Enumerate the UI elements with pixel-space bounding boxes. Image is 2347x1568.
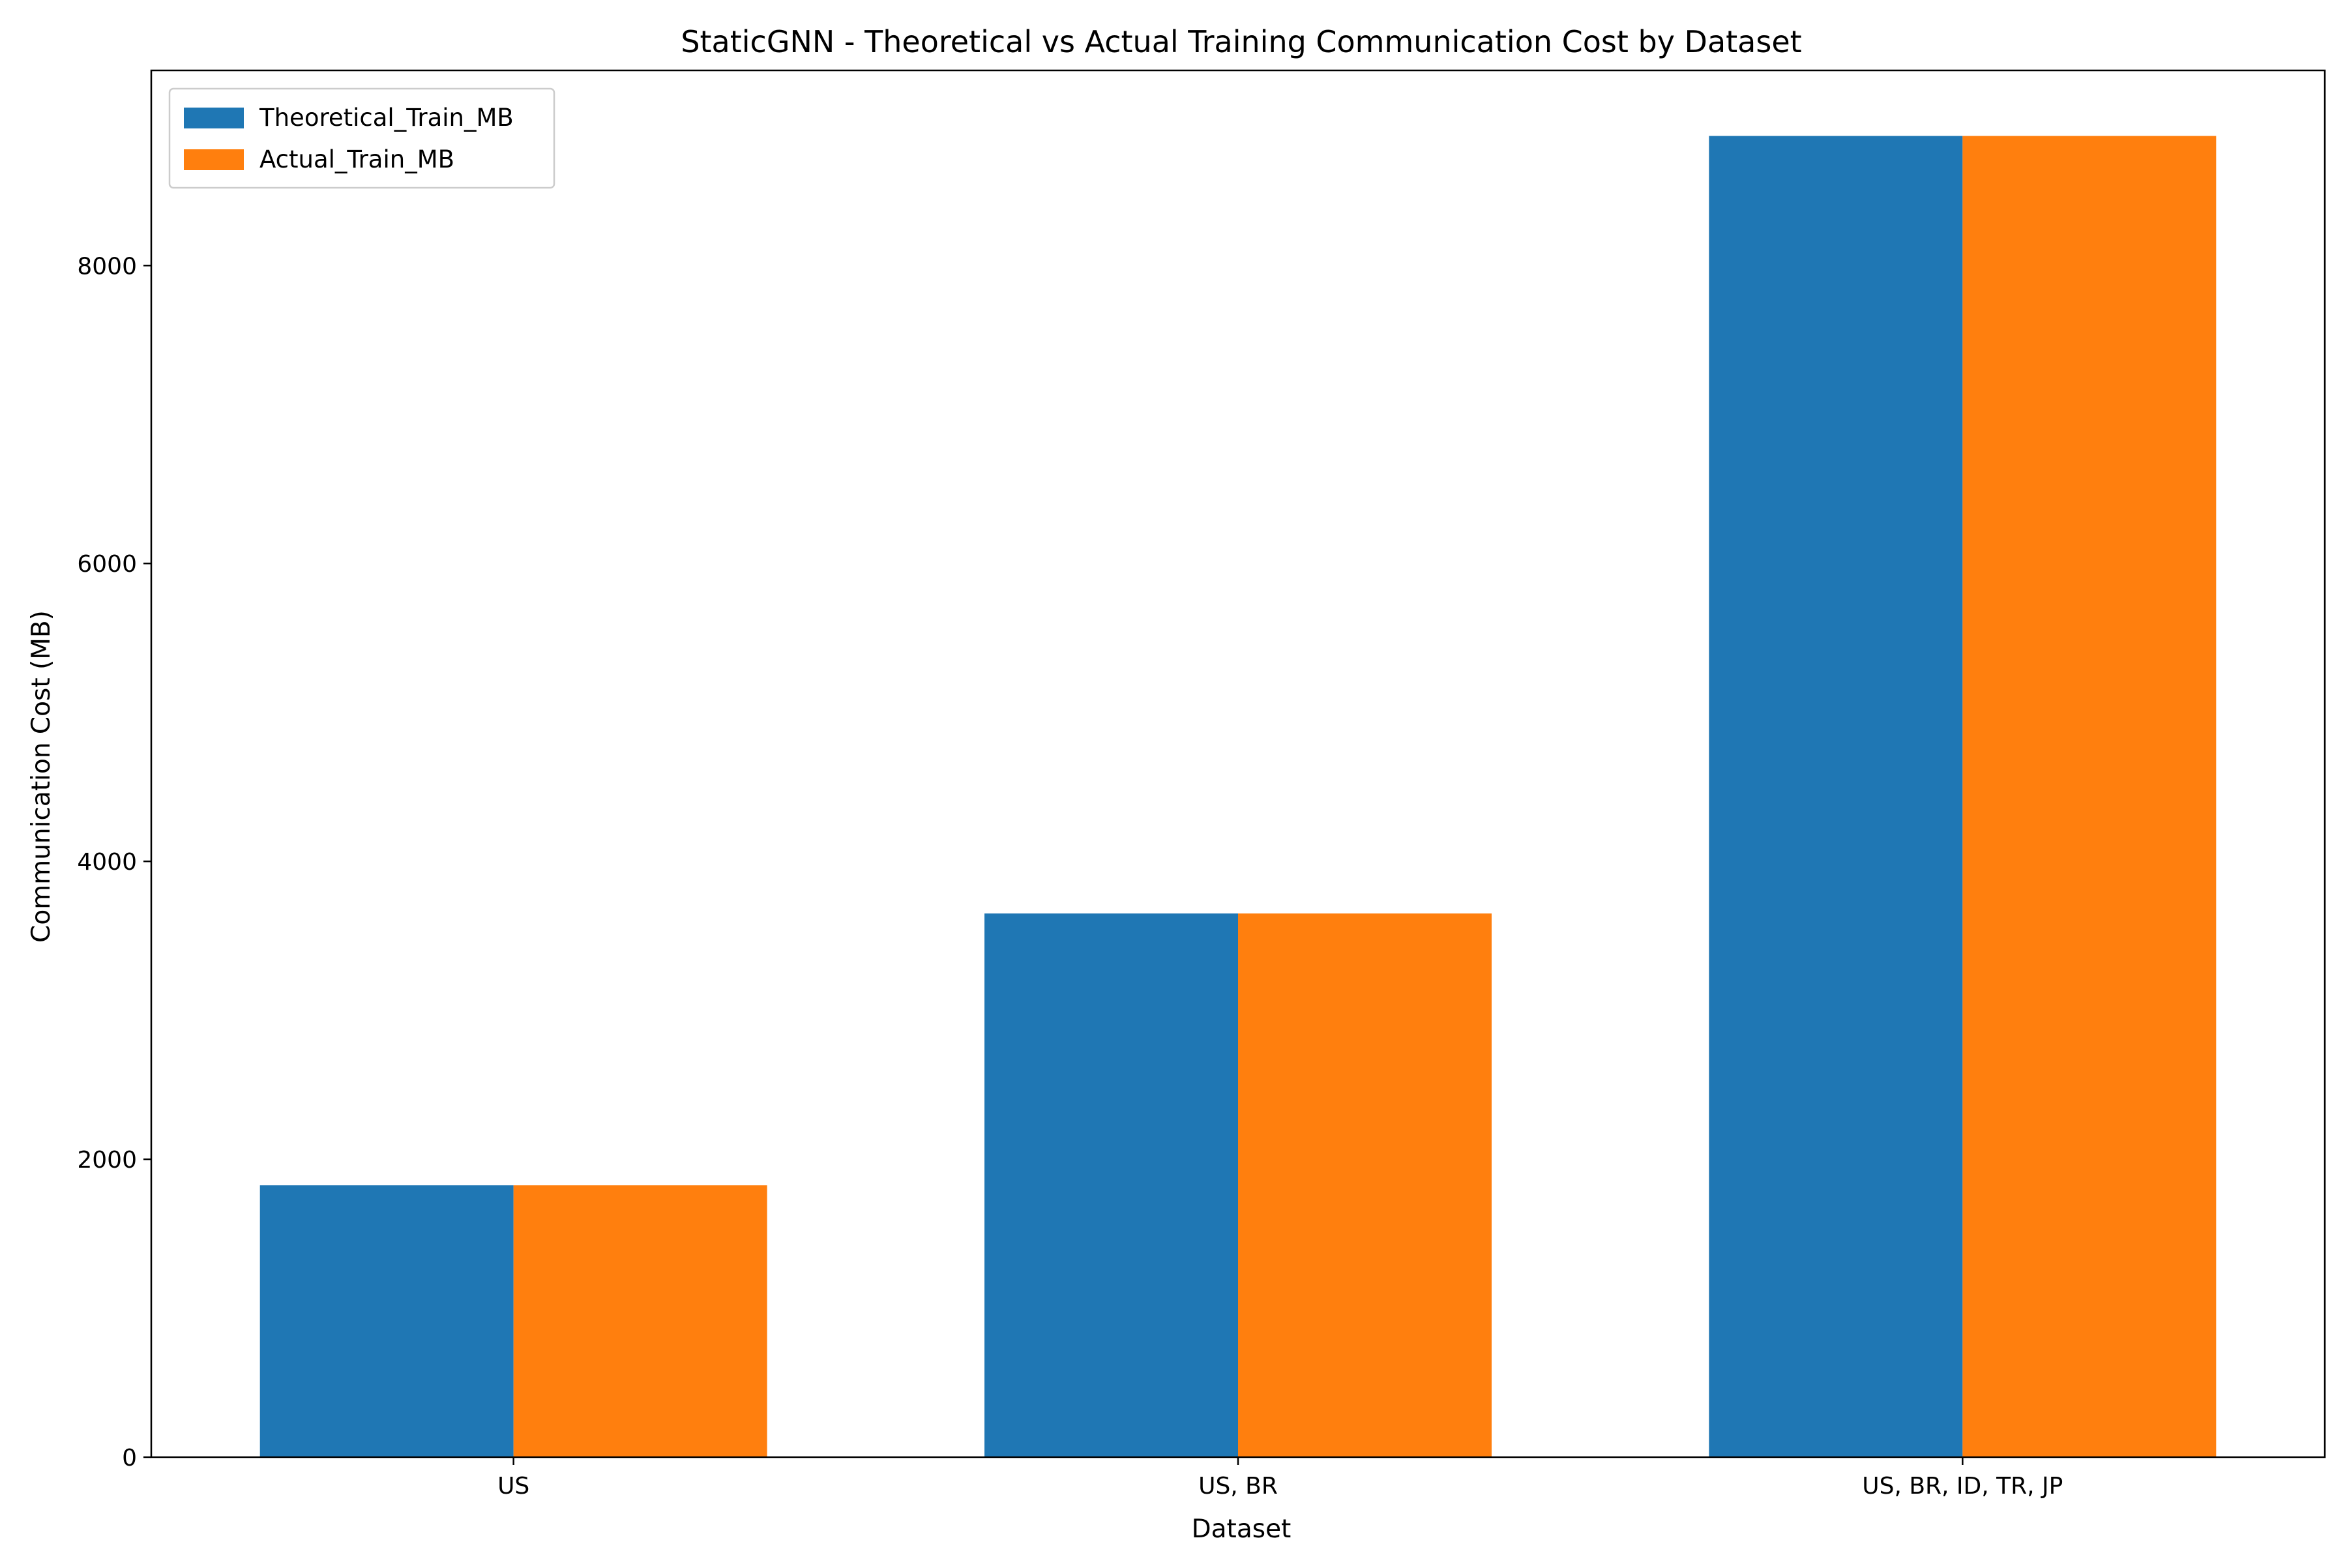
y-tick-label: 8000 (77, 253, 137, 280)
y-tick-label: 4000 (77, 849, 137, 876)
bar-theoretical-train-mb-2 (1709, 136, 1963, 1457)
legend-box (168, 87, 555, 189)
y-tick-label: 2000 (77, 1147, 137, 1174)
y-tick-label: 6000 (77, 551, 137, 578)
legend-label: Actual_Train_MB (259, 145, 454, 173)
x-tick-label: US, BR (1198, 1473, 1278, 1500)
legend-swatch (184, 149, 244, 170)
chart-title: StaticGNN - Theoretical vs Actual Traini… (681, 24, 1801, 59)
y-tick-label: 0 (122, 1445, 137, 1472)
x-axis-label: Dataset (1192, 1515, 1292, 1544)
legend-swatch (184, 108, 244, 128)
bar-actual-train-mb-0 (513, 1185, 767, 1457)
bar-actual-train-mb-2 (1962, 136, 2217, 1457)
x-tick-label: US, BR, ID, TR, JP (1862, 1473, 2063, 1500)
bar-theoretical-train-mb-1 (984, 913, 1238, 1457)
legend: Theoretical_Train_MB Actual_Train_MB (168, 87, 555, 189)
legend-label: Theoretical_Train_MB (259, 104, 514, 132)
bars-layer (259, 136, 2217, 1457)
bar-theoretical-train-mb-0 (259, 1185, 514, 1457)
axes-layer: 0 2000 4000 6000 8000 US US, BR US, BR, ID, TR,… (77, 69, 2326, 1500)
x-tick-label: US (497, 1473, 529, 1500)
bar-actual-train-mb-1 (1238, 913, 1492, 1457)
y-axis-label: Communication Cost (MB) (27, 610, 56, 943)
